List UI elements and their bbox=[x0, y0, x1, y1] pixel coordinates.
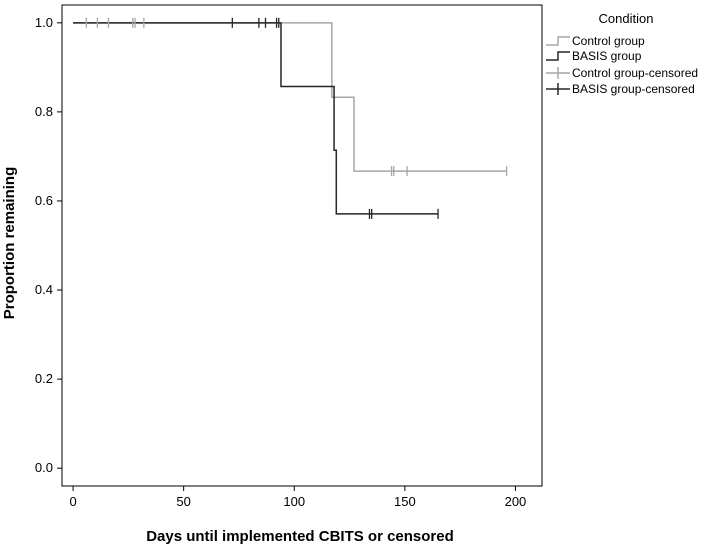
y-tick-label: 0.8 bbox=[35, 104, 53, 119]
legend-label: BASIS group bbox=[572, 49, 642, 63]
x-axis-title: Days until implemented CBITS or censored bbox=[146, 528, 454, 545]
y-axis-title: Proportion remaining bbox=[1, 167, 18, 320]
x-tick-label: 150 bbox=[394, 494, 416, 509]
x-tick-label: 200 bbox=[505, 494, 527, 509]
legend-label: Control group bbox=[572, 34, 645, 48]
x-tick-label: 100 bbox=[283, 494, 305, 509]
legend-swatch bbox=[546, 51, 570, 61]
plot-frame bbox=[61, 4, 543, 487]
y-axis: 0.0 0.2 0.4 0.6 0.8 1.0 bbox=[35, 15, 62, 475]
series-line-basis-group bbox=[73, 22, 439, 215]
y-tick-label: 0.6 bbox=[35, 193, 53, 208]
x-tick-label: 50 bbox=[176, 494, 190, 509]
series-layer bbox=[73, 17, 508, 219]
series-line-control-group bbox=[73, 22, 507, 172]
legend-label: Control group-censored bbox=[572, 66, 698, 80]
y-tick-label: 1.0 bbox=[35, 15, 53, 30]
y-tick-label: 0.4 bbox=[35, 282, 53, 297]
y-tick-label: 0.2 bbox=[35, 371, 53, 386]
y-tick-label: 0.0 bbox=[35, 460, 53, 475]
legend-label: BASIS group-censored bbox=[572, 82, 695, 96]
x-axis: 0 50 100 150 200 bbox=[69, 486, 526, 509]
x-tick-label: 0 bbox=[69, 494, 76, 509]
legend-swatch bbox=[546, 36, 570, 46]
legend-title: Condition bbox=[599, 11, 654, 26]
